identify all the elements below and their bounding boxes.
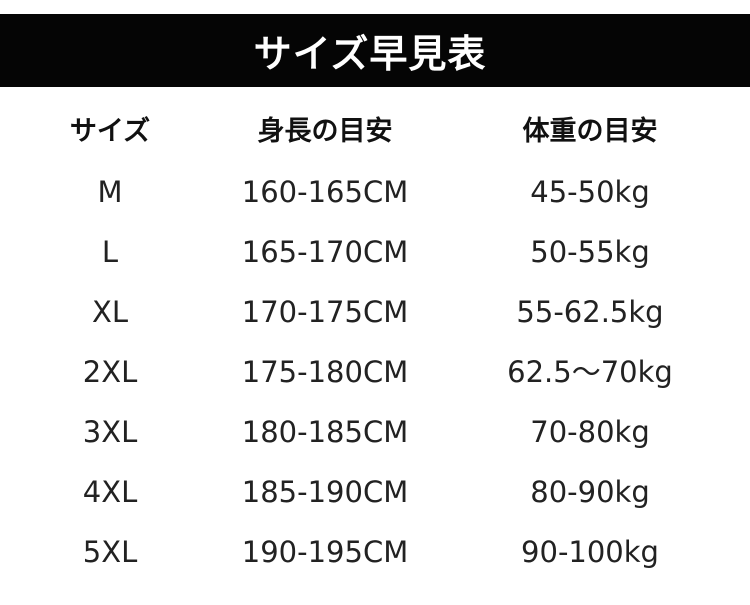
weight-cell: 70-80kg — [530, 415, 650, 449]
title-bar: サイズ早見表 — [0, 14, 750, 87]
weight-cell: 62.5～70kg — [507, 355, 673, 389]
size-cell: 4XL — [82, 475, 138, 509]
size-cell: M — [97, 175, 123, 209]
height-cell: 160-165CM — [241, 175, 409, 209]
table-row: 3XL 180-185CM 70-80kg — [0, 407, 750, 457]
table-row: L 165-170CM 50-55kg — [0, 227, 750, 277]
weight-cell: 50-55kg — [530, 235, 650, 269]
table-row: M 160-165CM 45-50kg — [0, 167, 750, 217]
height-cell: 170-175CM — [241, 295, 409, 329]
table-row: 2XL 175-180CM 62.5～70kg — [0, 347, 750, 397]
height-cell: 190-195CM — [241, 535, 409, 569]
weight-cell: 80-90kg — [530, 475, 650, 509]
header-row: サイズ 身長の目安 体重の目安 — [0, 107, 750, 157]
height-cell: 165-170CM — [241, 235, 409, 269]
header-size: サイズ — [69, 116, 151, 147]
height-cell: 175-180CM — [241, 355, 409, 389]
chart-title: サイズ早見表 — [253, 32, 487, 76]
height-cell: 180-185CM — [241, 415, 409, 449]
size-cell: 5XL — [82, 535, 138, 569]
header-height: 身長の目安 — [257, 116, 393, 147]
table-row: 5XL 190-195CM 90-100kg — [0, 527, 750, 577]
weight-cell: 45-50kg — [530, 175, 650, 209]
weight-cell: 90-100kg — [521, 535, 659, 569]
size-cell: 2XL — [82, 355, 138, 389]
size-cell: XL — [91, 295, 129, 329]
weight-cell: 55-62.5kg — [516, 295, 664, 329]
table-row: XL 170-175CM 55-62.5kg — [0, 287, 750, 337]
size-cell: L — [101, 235, 119, 269]
height-cell: 185-190CM — [241, 475, 409, 509]
table-row: 4XL 185-190CM 80-90kg — [0, 467, 750, 517]
header-weight: 体重の目安 — [522, 116, 658, 147]
size-cell: 3XL — [82, 415, 138, 449]
